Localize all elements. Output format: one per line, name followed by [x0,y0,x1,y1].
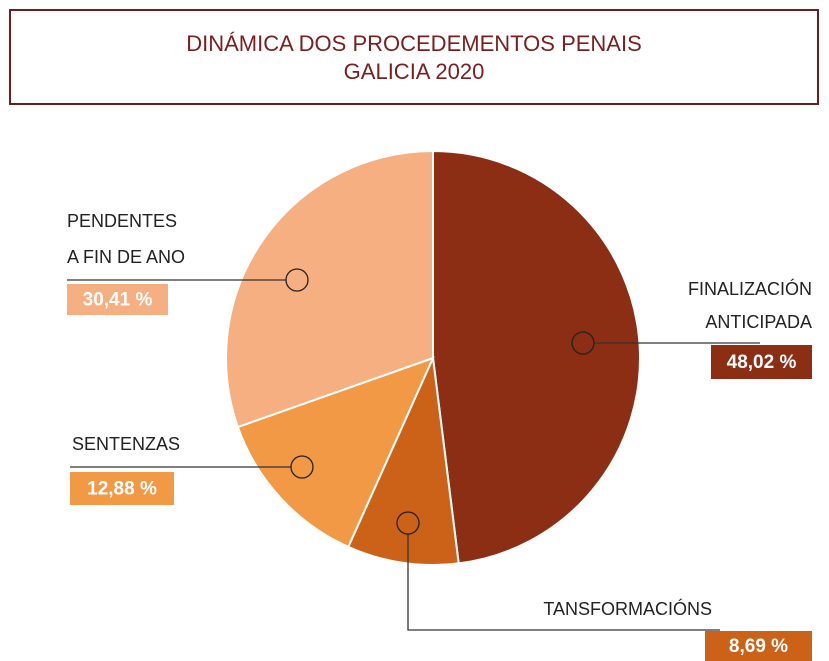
value-box [70,472,174,505]
pie-slice [225,149,434,429]
chart-subtitle: GALICIA 2020 [344,59,485,84]
leader-dot [285,268,309,292]
value-label: 30,41 % [83,290,153,311]
leader-dot [396,511,420,535]
value-box [67,284,168,315]
leader-line [407,534,720,631]
slice-label: TANSFORMACIÓNS [543,598,712,619]
value-label: 8,69 % [729,636,788,657]
leader-dot [571,331,595,355]
value-box [705,631,812,661]
slice-label: FINALIZACIÓN [688,278,812,299]
leader-dot [290,455,314,479]
value-label: 48,02 % [727,352,797,373]
pie-slice [432,149,641,565]
pie-slice [236,356,435,549]
slice-label: PENDENTES [67,211,177,231]
slice-label: SENTENZAS [72,434,180,454]
value-label: 12,88 % [87,479,157,500]
pie-slice [346,354,460,566]
title-box [9,9,819,105]
slice-label: ANTICIPADA [705,312,812,332]
chart-title: DINÁMICA DOS PROCEDEMENTOS PENAIS [186,31,642,56]
value-box [711,345,812,379]
slice-label: A FIN DE ANO [67,247,185,267]
